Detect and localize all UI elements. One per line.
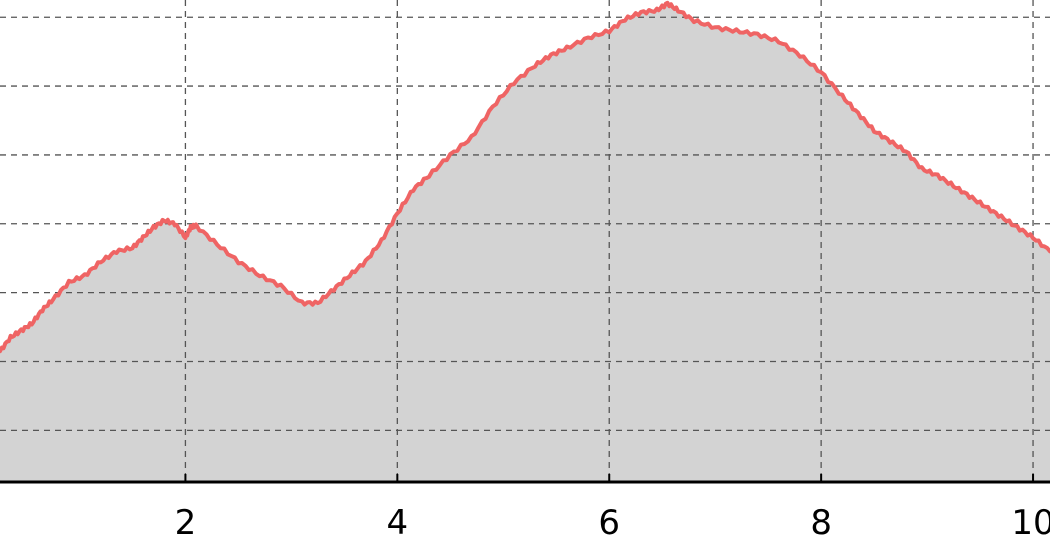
- x-tick-label: 6: [598, 503, 620, 543]
- axis-layer: 2 4 6 8 10: [0, 474, 1050, 543]
- series-0-line: [0, 0, 1050, 354]
- area-fill-layer: [0, 2, 1050, 483]
- x-tick-label: 4: [387, 503, 409, 543]
- grid-layer: [0, 0, 1050, 482]
- series-line-layer: [0, 0, 1050, 354]
- x-tick-label: 10: [1011, 503, 1050, 543]
- x-tick-label: 8: [810, 503, 832, 543]
- series-0-area: [0, 2, 1050, 483]
- x-tick-label: 2: [175, 503, 197, 543]
